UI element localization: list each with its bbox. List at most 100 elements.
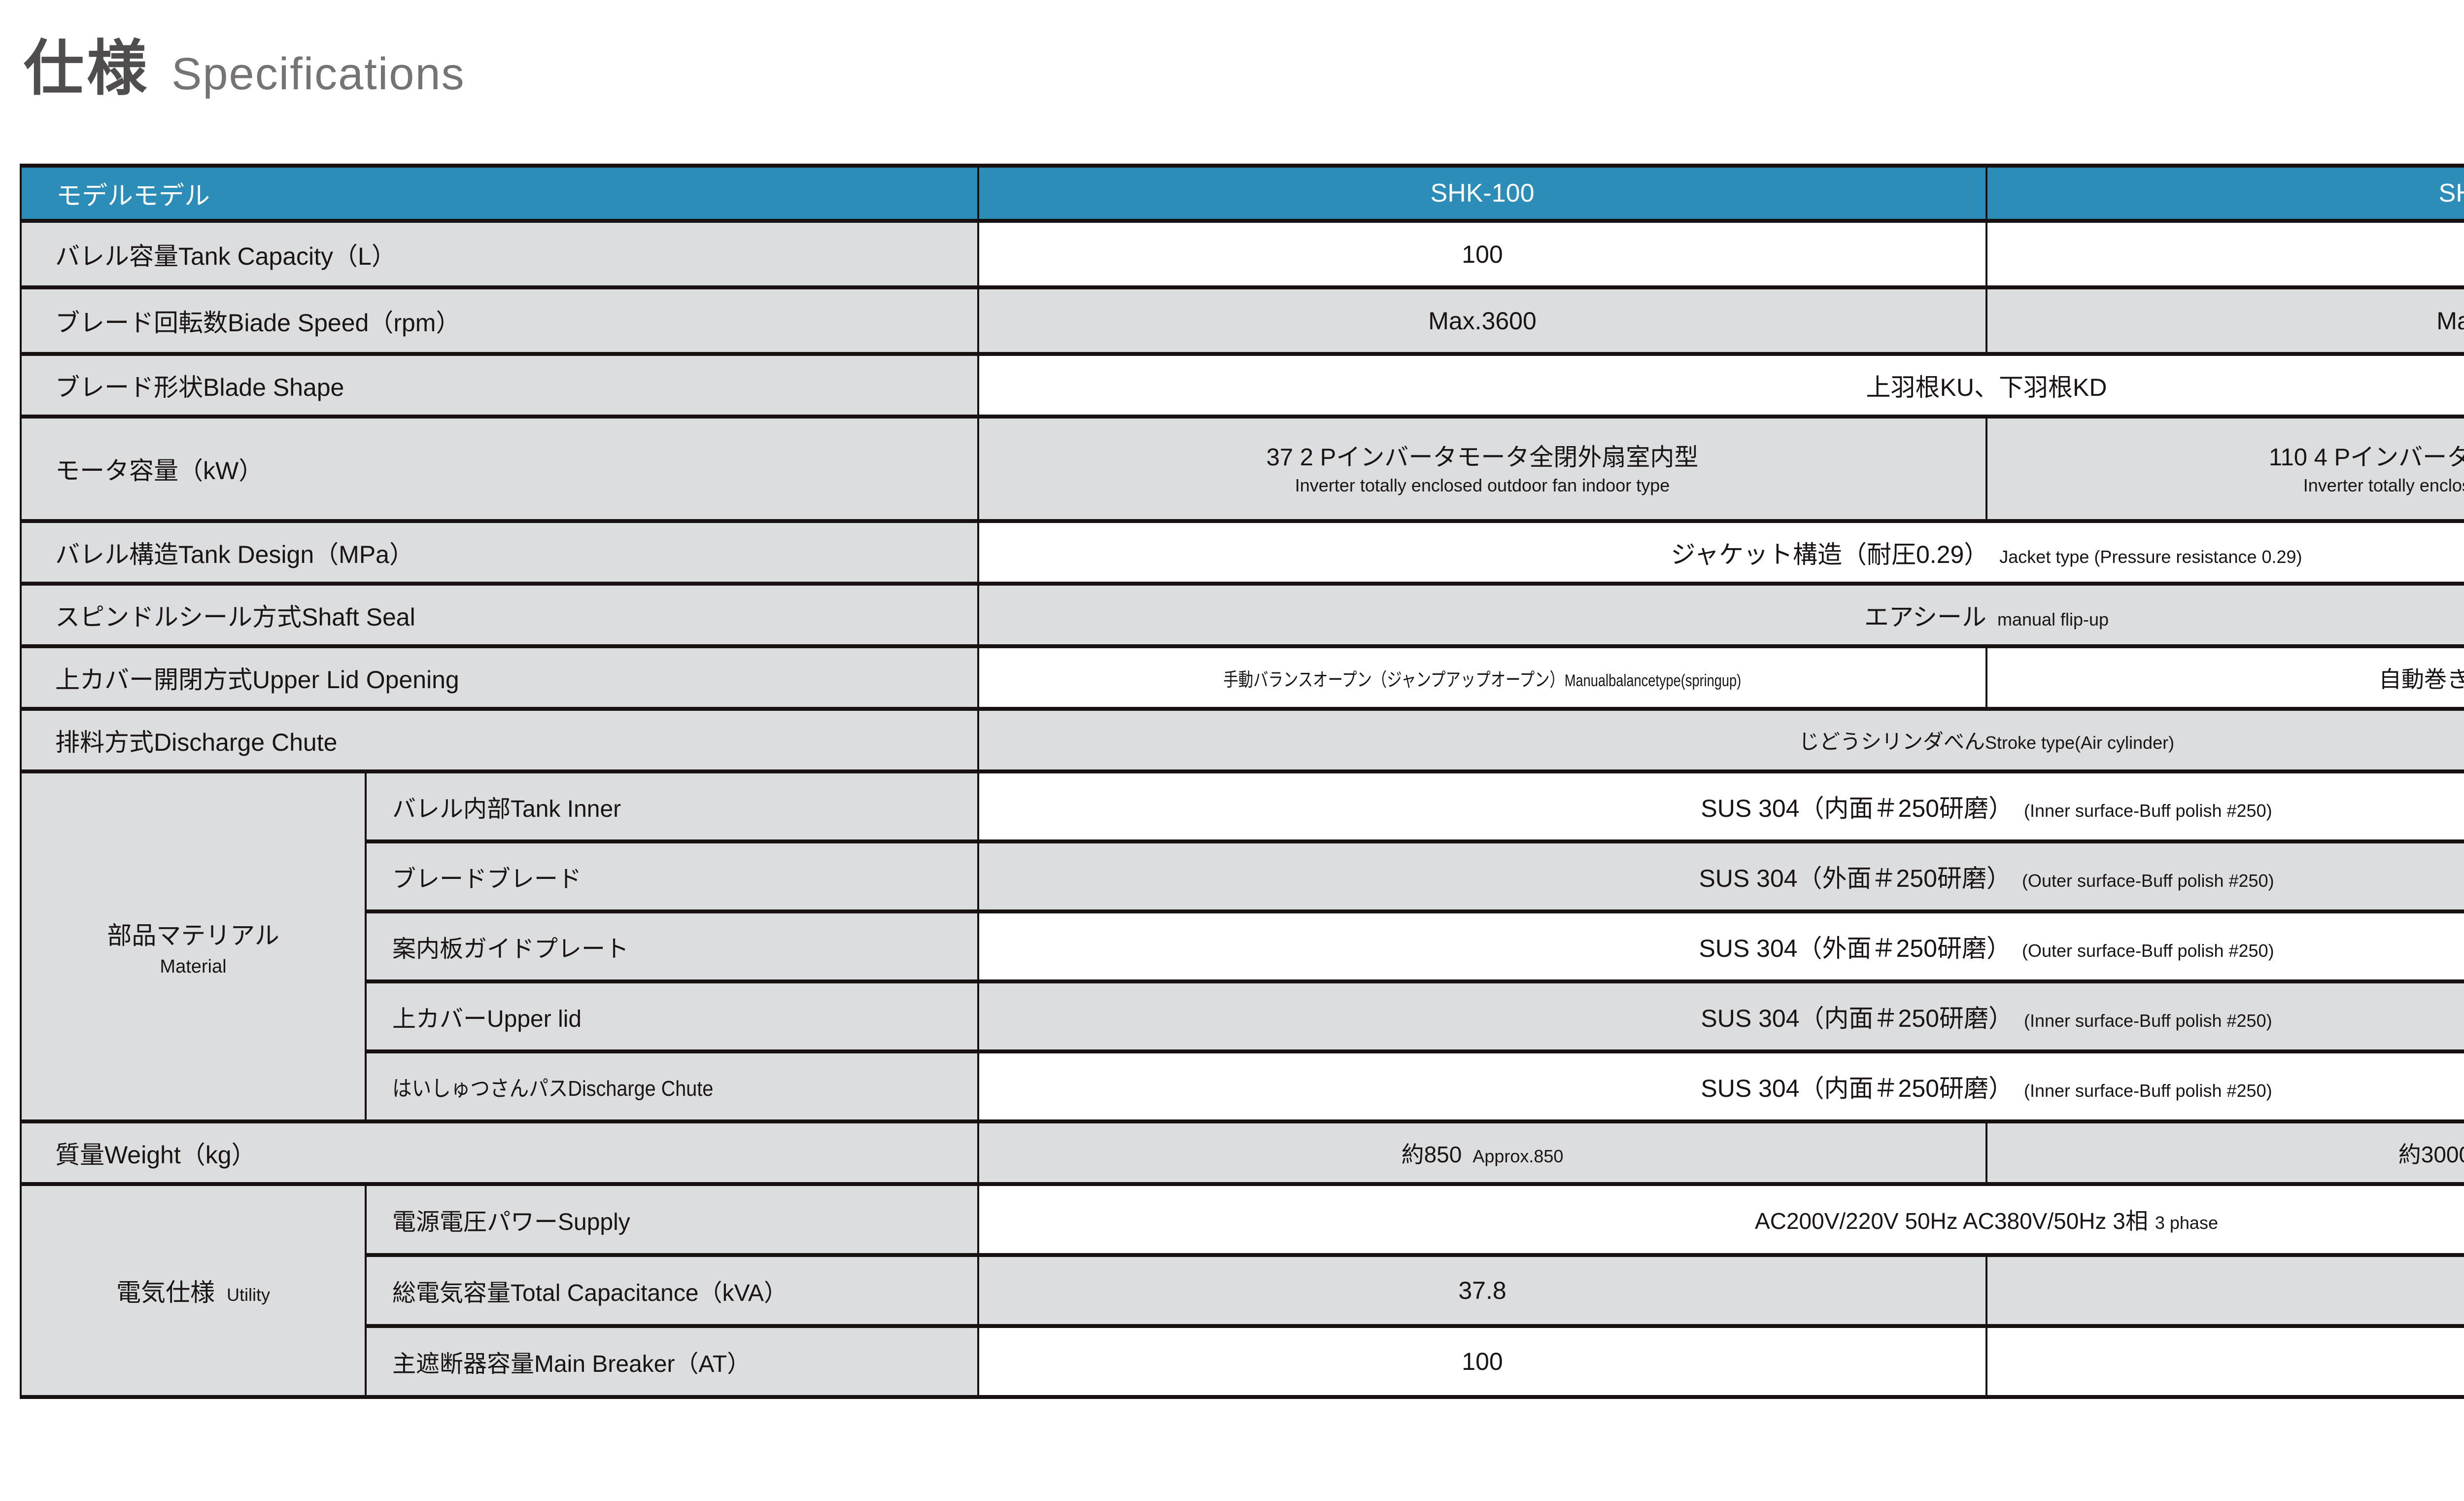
material-discharge-chute-value: SUS 304（内面＃250研磨） (Inner surface-Buff pol… <box>977 1049 2464 1123</box>
row-material-upper-lid: 上カバーUpper lid SUS 304（内面＃250研磨） (Inner su… <box>21 979 2464 1053</box>
model-header-shk100: SHK-100 <box>977 164 1988 223</box>
tank-design-value-main: ジャケット構造（耐圧0.29） <box>1671 540 1989 568</box>
main-breaker-shk100: 100 <box>977 1324 1988 1399</box>
total-capacitance-shk100: 37.8 <box>977 1253 1988 1328</box>
weight-label: 質量Weight（kg） <box>19 1119 980 1186</box>
row-blade-shape: ブレード形状Blade Shape 上羽根KU、下羽根KD <box>19 352 2464 419</box>
material-upper-lid-label: 上カバーUpper lid <box>364 979 980 1053</box>
blade-shape-label: ブレード形状Blade Shape <box>19 352 980 419</box>
main-breaker-shk300: 250 <box>1985 1324 2464 1399</box>
spec-table: モデルモデル SHK-100 SHK-300 バレル容量Tank Capacit… <box>19 164 2464 1399</box>
row-upper-lid: 上カバー開閉方式Upper Lid Opening 手動バランスオープン（ジャン… <box>19 644 2464 711</box>
power-supply-value: AC200V/220V 50Hz AC380V/50Hz 3相 3 phase <box>977 1182 2464 1257</box>
material-blade-label: ブレードブレード <box>364 839 980 913</box>
weight-shk100: 約850 Approx.850 <box>977 1119 1988 1186</box>
shaft-seal-value-main: エアシール <box>1864 603 1986 631</box>
material-tank-inner-value: SUS 304（内面＃250研磨） (Inner surface-Buff pol… <box>977 769 2464 843</box>
blade-speed-label: ブレード回転数Biade Speed（rpm） <box>19 285 980 356</box>
tank-capacity-label: バレル容量Tank Capacity（L） <box>19 219 980 289</box>
power-supply-label: 電源電圧パワーSupply <box>364 1182 980 1257</box>
tank-capacity-shk100: 100 <box>977 219 1988 289</box>
power-supply-sub: 3 phase <box>2155 1213 2218 1233</box>
power-supply-main: AC200V/220V 50Hz AC380V/50Hz 3相 <box>1755 1208 2148 1234</box>
main-breaker-label: 主遮断器容量Main Breaker（AT） <box>364 1324 980 1399</box>
material-upper-lid-main: SUS 304（内面＃250研磨） <box>1701 1005 2013 1032</box>
material-discharge-chute-label: はいしゅつさんパスDischarge Chute <box>364 1049 980 1123</box>
material-discharge-chute-main: SUS 304（内面＃250研磨） <box>1701 1075 2013 1102</box>
row-discharge-chute: 排料方式Discharge Chute じどうシリンダべんStroke type… <box>19 707 2464 773</box>
row-tank-design: バレル構造Tank Design（MPa） ジャケット構造（耐圧0.29） Jac… <box>19 519 2464 586</box>
material-blade-value: SUS 304（外面＃250研磨） (Outer surface-Buff pol… <box>977 839 2464 913</box>
discharge-chute-label: 排料方式Discharge Chute <box>19 707 980 773</box>
material-tank-inner-main: SUS 304（内面＃250研磨） <box>1701 795 2013 822</box>
row-tank-capacity: バレル容量Tank Capacity（L） 100 300 <box>19 219 2464 289</box>
material-group-label-ja: 部品マテリアル <box>107 921 279 949</box>
row-material-tank-inner: 部品マテリアル Material バレル内部Tank Inner SUS 304… <box>20 769 2464 1123</box>
upper-lid-shk300: 自動巻き上げFlip-up lid <box>1985 644 2464 711</box>
page-title-ja: 仕様 <box>24 35 150 102</box>
material-group-label: 部品マテリアル Material <box>20 769 367 1123</box>
shaft-seal-label: スピンドルシール方式Shaft Seal <box>19 582 980 648</box>
material-guide-plate-value: SUS 304（外面＃250研磨） (Outer surface-Buff pol… <box>977 909 2464 983</box>
header-row: モデルモデル SHK-100 SHK-300 <box>19 164 2464 223</box>
tank-design-value-sub: Jacket type (Pressure resistance 0.29) <box>1999 546 2302 567</box>
material-blade-main: SUS 304（外面＃250研磨） <box>1699 865 2011 892</box>
weight-shk300: 約3000Approx.3000 <box>1985 1119 2464 1186</box>
blade-speed-shk300: Max.2400 <box>1985 285 2464 356</box>
motor-capacity-shk300: 110 4 Pインバータモータ全閉外扇室内型 Inverter totally … <box>1985 415 2464 523</box>
motor-capacity-shk300-sub: Inverter totally enclosed outdoor fan in… <box>2303 475 2464 495</box>
motor-capacity-shk100-main: 37 2 Pインバータモータ全閉外扇室内型 <box>1266 444 1699 471</box>
row-shaft-seal: スピンドルシール方式Shaft Seal エアシール manual flip-up <box>19 582 2464 648</box>
material-guide-plate-label: 案内板ガイドプレート <box>364 909 980 983</box>
utility-group-label: 電気仕様 Utility <box>20 1182 367 1399</box>
utility-group-label-en: Utility <box>227 1285 270 1305</box>
row-material-blade: ブレードブレード SUS 304（外面＃250研磨） (Outer surface… <box>21 839 2464 913</box>
row-material-discharge-chute: はいしゅつさんパスDischarge Chute SUS 304（内面＃250研… <box>21 1049 2464 1123</box>
discharge-chute-value-main: じどうシリンダべん <box>1798 730 1985 753</box>
material-guide-plate-sub: (Outer surface-Buff polish #250) <box>2021 941 2274 961</box>
material-upper-lid-sub: (Inner surface-Buff polish #250) <box>2023 1011 2272 1031</box>
tank-design-label: バレル構造Tank Design（MPa） <box>19 519 980 586</box>
row-blade-speed: ブレード回転数Biade Speed（rpm） Max.3600 Max.240… <box>19 285 2464 356</box>
shaft-seal-value-sub: manual flip-up <box>1997 609 2109 629</box>
upper-lid-shk100-text: 手動バランスオープン（ジャンプアップオープン）Manualbalancetype… <box>1224 663 1742 692</box>
material-guide-plate-main: SUS 304（外面＃250研磨） <box>1699 935 2011 962</box>
tank-capacity-shk300: 300 <box>1985 219 2464 289</box>
upper-lid-label: 上カバー開閉方式Upper Lid Opening <box>19 644 980 711</box>
material-discharge-chute-sub: (Inner surface-Buff polish #250) <box>2023 1081 2272 1101</box>
weight-shk100-sub: Approx.850 <box>1472 1146 1564 1166</box>
tank-design-value: ジャケット構造（耐圧0.29） Jacket type (Pressure res… <box>977 519 2464 586</box>
upper-lid-shk100-sub: Manualbalancetype(springup) <box>1565 671 1742 690</box>
material-blade-sub: (Outer surface-Buff polish #250) <box>2021 871 2274 891</box>
page-title: 仕様 Specifications <box>24 20 465 107</box>
row-main-breaker: 主遮断器容量Main Breaker（AT） 100 250 <box>21 1324 2464 1399</box>
motor-capacity-label: モータ容量（kW） <box>19 415 980 523</box>
upper-lid-shk100-main: 手動バランスオープン（ジャンプアップオープン） <box>1223 669 1565 691</box>
motor-capacity-shk100: 37 2 Pインバータモータ全閉外扇室内型 Inverter totally e… <box>977 415 1988 523</box>
material-group-label-en: Material <box>160 956 227 977</box>
row-weight: 質量Weight（kg） 約850 Approx.850 約3000Approx.… <box>19 1119 2464 1186</box>
discharge-chute-value-sub: Stroke type(Air cylinder) <box>1985 733 2175 753</box>
model-header-shk300: SHK-300 <box>1985 164 2464 223</box>
row-total-capacitance: 総電気容量Total Capacitance（kVA） 37.8 111 <box>21 1253 2464 1328</box>
discharge-chute-value: じどうシリンダべんStroke type(Air cylinder) <box>977 707 2464 773</box>
material-discharge-chute-label-text: はいしゅつさんパスDischarge Chute <box>392 1077 714 1101</box>
shaft-seal-value: エアシール manual flip-up <box>977 582 2464 648</box>
weight-shk300-main: 約3000 <box>2398 1141 2464 1167</box>
row-material-guide-plate: 案内板ガイドプレート SUS 304（外面＃250研磨） (Outer surfa… <box>21 909 2464 983</box>
total-capacitance-label: 総電気容量Total Capacitance（kVA） <box>364 1253 980 1328</box>
page-title-en: Specifications <box>171 49 465 99</box>
motor-capacity-shk100-sub: Inverter totally enclosed outdoor fan in… <box>1295 475 1670 495</box>
weight-shk100-main: 約850 <box>1401 1141 1462 1167</box>
row-power-supply: 電気仕様 Utility 電源電圧パワーSupply AC200V/220V 50… <box>20 1182 2464 1399</box>
upper-lid-shk100: 手動バランスオープン（ジャンプアップオープン）Manualbalancetype… <box>977 644 1988 711</box>
row-motor-capacity: モータ容量（kW） 37 2 Pインバータモータ全閉外扇室内型 Inverter… <box>19 415 2464 523</box>
material-upper-lid-value: SUS 304（内面＃250研磨） (Inner surface-Buff pol… <box>977 979 2464 1053</box>
blade-speed-shk100: Max.3600 <box>977 285 1988 356</box>
total-capacitance-shk300: 111 <box>1985 1253 2464 1328</box>
model-header-label: モデルモデル <box>19 164 980 223</box>
material-tank-inner-label: バレル内部Tank Inner <box>364 769 980 843</box>
material-tank-inner-sub: (Inner surface-Buff polish #250) <box>2023 801 2272 821</box>
motor-capacity-shk300-main: 110 4 Pインバータモータ全閉外扇室内型 <box>2268 444 2464 471</box>
